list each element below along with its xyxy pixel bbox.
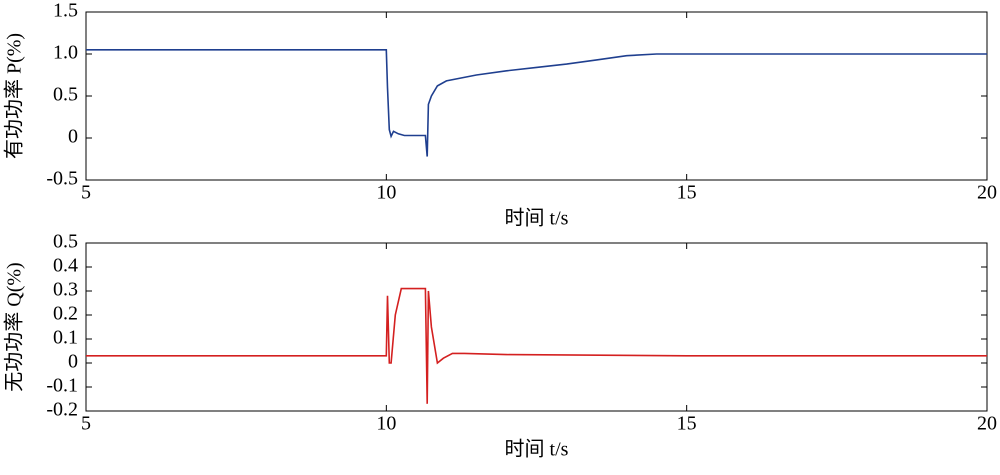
x-tick-label: 10: [376, 413, 396, 435]
y-tick-label: 1.0: [53, 42, 78, 64]
y-axis-label: 无功功率 Q(%): [3, 262, 26, 391]
y-tick-label: -0.1: [46, 375, 78, 397]
y-tick-label: 0.4: [53, 255, 78, 277]
y-tick-label: 0: [68, 351, 78, 373]
data-line: [86, 48, 987, 157]
x-tick-label: 20: [977, 182, 997, 204]
x-tick-label: 15: [677, 413, 697, 435]
plot-frame: [85, 11, 988, 181]
x-axis-label: 时间 t/s: [505, 438, 569, 461]
y-tick-label: 0.5: [53, 84, 78, 106]
y-axis-label: 有功功率 P(%): [3, 33, 26, 159]
x-tick-label: 10: [376, 182, 396, 204]
y-tick-label: 1.5: [53, 0, 78, 22]
plot-frame: [85, 242, 988, 412]
y-tick-label: 0.2: [53, 303, 78, 325]
y-tick-label: 0.1: [53, 327, 78, 349]
x-tick-label: 5: [81, 182, 91, 204]
data-line: [86, 287, 987, 404]
y-tick-label: -0.5: [46, 168, 78, 190]
x-tick-label: 15: [677, 182, 697, 204]
x-tick-label: 20: [977, 413, 997, 435]
x-axis-label: 时间 t/s: [505, 207, 569, 230]
y-tick-label: 0.3: [53, 279, 78, 301]
x-tick-label: 5: [81, 413, 91, 435]
y-tick-label: 0: [68, 126, 78, 148]
y-tick-label: -0.2: [46, 399, 78, 421]
y-tick-label: 0.5: [53, 231, 78, 253]
